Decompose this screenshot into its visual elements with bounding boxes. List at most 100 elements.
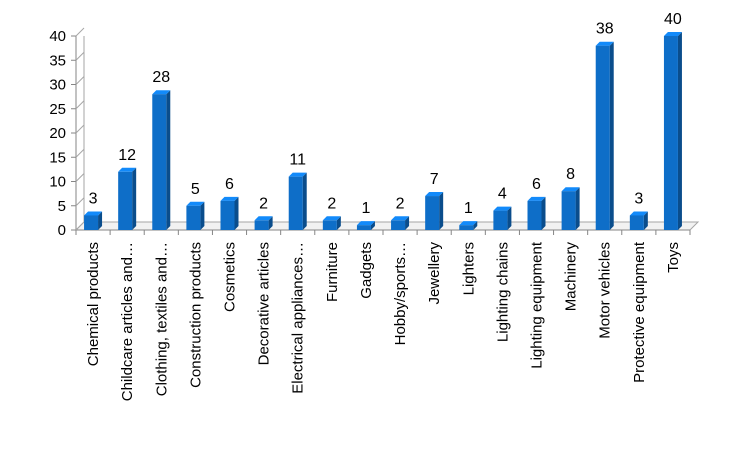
y-tick-depth	[75, 51, 85, 61]
y-tick-label: 30	[49, 77, 66, 94]
x-tick-label: Machinery	[563, 242, 580, 312]
y-tick-depth	[75, 173, 85, 182]
bar	[663, 32, 682, 230]
data-label: 40	[664, 11, 682, 28]
bar-side	[336, 216, 341, 230]
bar-front	[254, 220, 269, 230]
data-label: 3	[634, 190, 643, 207]
y-tick-depth	[75, 124, 85, 134]
bar	[254, 216, 273, 230]
bar	[322, 216, 341, 230]
bar-top	[629, 211, 648, 216]
y-tick-label: 5	[58, 198, 66, 215]
bar-side	[507, 206, 512, 230]
bar-top	[84, 211, 103, 216]
bar-top	[391, 216, 410, 221]
bar-front	[459, 225, 474, 230]
bar-front	[288, 176, 303, 230]
bar	[186, 201, 205, 230]
x-tick-label: Gadgets	[358, 242, 375, 299]
x-tick-label: Clothing, textiles and…	[153, 242, 170, 396]
x-tick-label: Protective equipment	[631, 241, 648, 383]
x-tick-label: Lighters	[460, 242, 477, 295]
data-label: 1	[464, 200, 473, 217]
bar-side	[98, 211, 103, 230]
bar-front	[118, 171, 133, 230]
data-label: 5	[191, 181, 200, 198]
bar	[493, 206, 512, 230]
x-tick-label: Furniture	[324, 242, 341, 302]
bar-side	[132, 167, 137, 230]
data-label: 2	[259, 195, 268, 212]
x-tick-label: Jewellery	[426, 242, 443, 305]
bar	[391, 216, 410, 230]
x-tick-label: Lighting equipment	[529, 241, 546, 369]
bar-front	[663, 36, 678, 230]
bar-side	[541, 196, 546, 230]
y-tick-label: 40	[49, 28, 66, 45]
bar	[356, 221, 375, 230]
y-tick-depth	[75, 197, 85, 207]
x-tick-label: Chemical products	[85, 242, 102, 366]
y-tick-label: 25	[49, 101, 66, 118]
bar-top	[527, 196, 546, 201]
bar-top	[459, 221, 478, 226]
bar-side	[473, 221, 478, 230]
bar-top	[561, 187, 580, 192]
bar-top	[663, 32, 682, 36]
bar	[629, 211, 648, 230]
bar-front	[493, 210, 508, 230]
data-label: 4	[498, 186, 507, 203]
bar	[152, 90, 171, 230]
bar-side	[200, 201, 205, 230]
bar-front	[391, 220, 406, 230]
data-label: 3	[89, 190, 98, 207]
data-label: 2	[327, 195, 336, 212]
bar-top	[118, 167, 137, 172]
bar-front	[561, 191, 576, 230]
bar-front	[425, 196, 440, 230]
bar	[425, 192, 444, 230]
y-tick-label: 35	[49, 52, 66, 69]
bar-top	[220, 196, 239, 201]
bar-front	[595, 45, 610, 231]
data-label: 2	[396, 195, 405, 212]
bar-side	[439, 192, 444, 230]
bar	[288, 172, 307, 230]
bar-side	[370, 221, 375, 230]
bar	[459, 221, 478, 230]
bar-side	[575, 187, 580, 230]
bar-front	[152, 94, 167, 230]
bar-top	[356, 221, 375, 226]
bar-front	[629, 215, 644, 230]
y-tick-depth	[75, 148, 85, 158]
bar-top	[254, 216, 273, 221]
y-tick-depth	[75, 76, 85, 85]
y-tick-label: 0	[58, 222, 66, 239]
bar-top	[288, 172, 307, 177]
y-tick-label: 10	[49, 174, 66, 191]
x-tick-label: Childcare articles and…	[119, 242, 136, 401]
bar-top	[322, 216, 341, 221]
bar	[220, 196, 239, 230]
bar-front	[356, 225, 371, 230]
bars-group	[84, 32, 682, 231]
data-label: 38	[596, 21, 614, 38]
bar-front	[322, 220, 337, 230]
x-tick-label: Lighting chains	[494, 242, 511, 342]
data-label: 12	[118, 147, 136, 164]
x-tick-label: Cosmetics	[222, 242, 239, 312]
bar-side	[677, 32, 682, 230]
data-label: 28	[152, 69, 170, 86]
bar	[527, 196, 546, 230]
bar-top	[186, 201, 205, 206]
data-label: 11	[289, 152, 306, 169]
x-tick-label: Motor vehicles	[597, 242, 614, 339]
bar	[595, 41, 614, 231]
y-tick-depth	[75, 27, 85, 37]
data-label: 6	[225, 176, 234, 193]
data-label: 7	[430, 171, 439, 188]
x-tick-label: Decorative articles	[256, 242, 273, 365]
